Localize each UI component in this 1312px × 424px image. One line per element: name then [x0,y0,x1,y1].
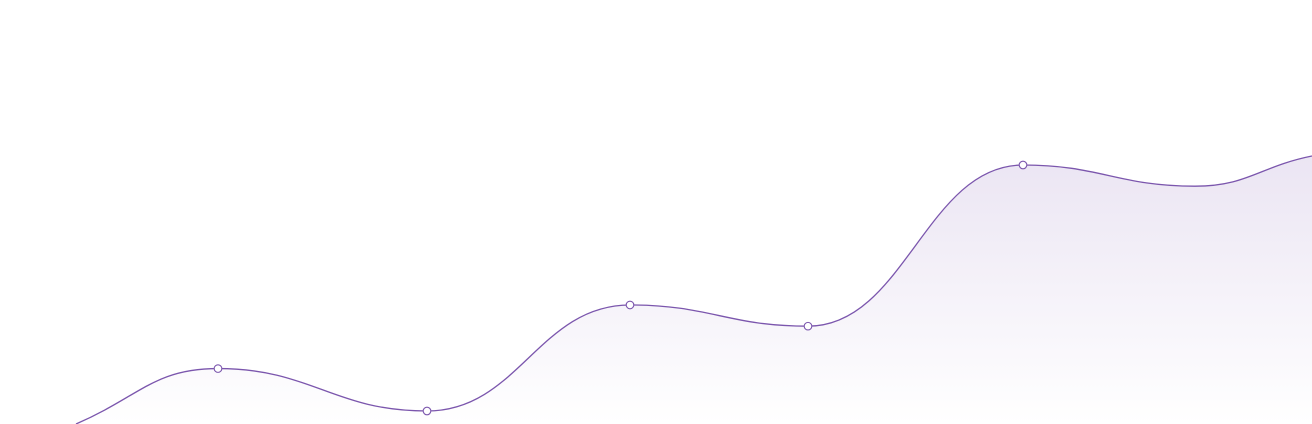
area-layer [76,156,1312,424]
data-point-marker-1[interactable] [422,406,432,416]
data-point-marker-4[interactable] [1018,160,1028,170]
marker-layer [213,160,1028,416]
line-layer [75,155,1312,424]
data-point-marker-3[interactable] [803,321,813,331]
series-line [75,155,1312,424]
series-area-fill [76,156,1312,424]
data-point-marker-2[interactable] [625,300,635,310]
data-point-marker-0[interactable] [213,364,223,373]
